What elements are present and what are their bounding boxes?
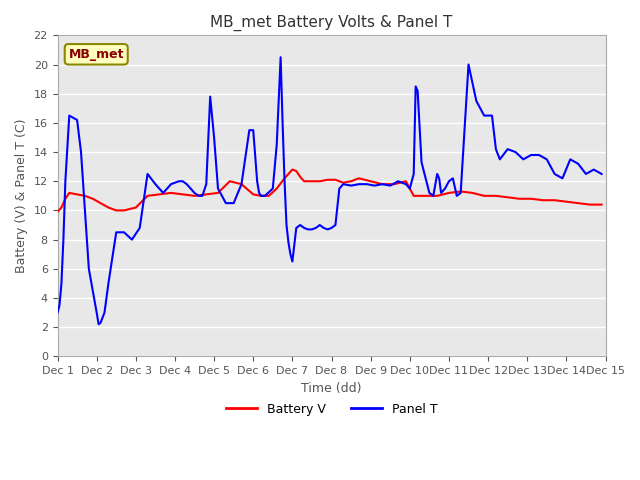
Title: MB_met Battery Volts & Panel T: MB_met Battery Volts & Panel T <box>211 15 452 31</box>
Text: MB_met: MB_met <box>68 48 124 61</box>
Legend: Battery V, Panel T: Battery V, Panel T <box>221 398 442 420</box>
X-axis label: Time (dd): Time (dd) <box>301 382 362 395</box>
Y-axis label: Battery (V) & Panel T (C): Battery (V) & Panel T (C) <box>15 119 28 273</box>
